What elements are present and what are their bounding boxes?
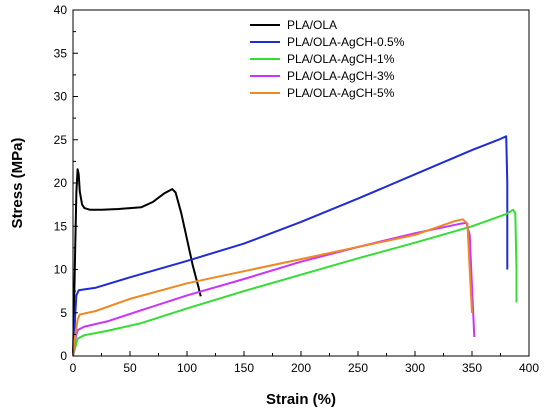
series-line-5 [72,218,473,357]
x-tick-label: 0 [70,361,77,375]
x-tick-label: 200 [291,361,311,375]
x-tick-label: 50 [123,361,137,375]
x-tick-label: 300 [405,361,425,375]
y-tick-label: 30 [54,90,68,104]
y-tick-label: 15 [54,219,68,233]
legend-label-5: PLA/OLA-AgCH-5% [287,86,395,100]
x-tick-label: 100 [177,361,197,375]
series-line-1 [72,168,202,357]
y-axis-title: Stress (MPa) [9,138,26,229]
y-tick-label: 10 [54,263,68,277]
y-tick-label: 5 [60,306,67,320]
x-tick-label: 400 [519,361,539,375]
x-tick-label: 250 [348,361,368,375]
legend-label-2: PLA/OLA-AgCH-0.5% [287,35,405,49]
series-line-3 [72,208,518,357]
legend: PLA/OLA PLA/OLA-AgCH-0.5% PLA/OLA-AgCH-1% P… [250,18,405,100]
y-tick-label: 25 [54,133,68,147]
x-tick-label: 150 [234,361,254,375]
plot-area [72,135,518,357]
legend-label-3: PLA/OLA-AgCH-1% [287,52,395,66]
series-line-2 [72,135,509,357]
x-axis-title: Strain (%) [266,391,336,408]
axes: 0 50 100 150 200 250 300 350 400 0 5 10 15 20 25 30 35 40 [54,3,540,375]
y-tick-label: 20 [54,176,68,190]
y-tick-label: 0 [60,349,67,363]
x-tick-label: 350 [462,361,482,375]
legend-label-4: PLA/OLA-AgCH-3% [287,69,395,83]
legend-label-1: PLA/OLA [287,18,337,32]
y-tick-label: 40 [54,3,68,17]
y-tick-label: 35 [54,46,68,60]
